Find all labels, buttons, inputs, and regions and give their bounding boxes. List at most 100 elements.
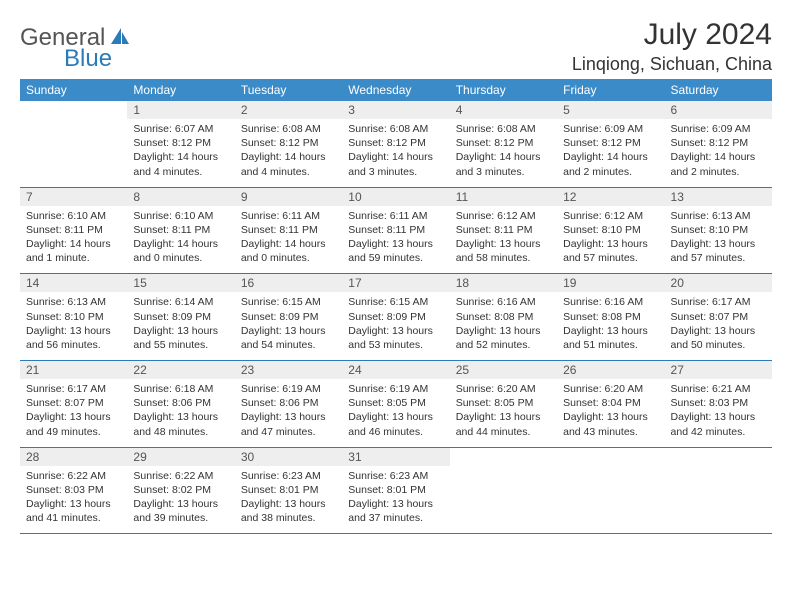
sunset-text: Sunset: 8:11 PM	[456, 223, 551, 237]
sunset-text: Sunset: 8:12 PM	[348, 136, 443, 150]
calendar-week-row: 14Sunrise: 6:13 AMSunset: 8:10 PMDayligh…	[20, 274, 772, 361]
day-number: 22	[127, 361, 234, 379]
calendar-cell: 28Sunrise: 6:22 AMSunset: 8:03 PMDayligh…	[20, 447, 127, 534]
sunset-text: Sunset: 8:11 PM	[348, 223, 443, 237]
day-number: 11	[450, 188, 557, 206]
sunset-text: Sunset: 8:01 PM	[241, 483, 336, 497]
day-number: 2	[235, 101, 342, 119]
day-number: 25	[450, 361, 557, 379]
calendar-body: 1Sunrise: 6:07 AMSunset: 8:12 PMDaylight…	[20, 101, 772, 534]
sunrise-text: Sunrise: 6:09 AM	[563, 122, 658, 136]
day-content: Sunrise: 6:17 AMSunset: 8:07 PMDaylight:…	[20, 379, 127, 447]
calendar-cell: 9Sunrise: 6:11 AMSunset: 8:11 PMDaylight…	[235, 187, 342, 274]
day-content: Sunrise: 6:19 AMSunset: 8:05 PMDaylight:…	[342, 379, 449, 447]
calendar-week-row: 28Sunrise: 6:22 AMSunset: 8:03 PMDayligh…	[20, 447, 772, 534]
calendar-cell: 27Sunrise: 6:21 AMSunset: 8:03 PMDayligh…	[665, 361, 772, 448]
sunset-text: Sunset: 8:07 PM	[671, 310, 766, 324]
day-content: Sunrise: 6:14 AMSunset: 8:09 PMDaylight:…	[127, 292, 234, 360]
brand-part2: Blue	[64, 45, 112, 73]
day-content: Sunrise: 6:13 AMSunset: 8:10 PMDaylight:…	[20, 292, 127, 360]
day-number: 5	[557, 101, 664, 119]
day-number: 18	[450, 274, 557, 292]
sunset-text: Sunset: 8:03 PM	[671, 396, 766, 410]
sunrise-text: Sunrise: 6:23 AM	[348, 469, 443, 483]
sunset-text: Sunset: 8:12 PM	[671, 136, 766, 150]
day-number: 28	[20, 448, 127, 466]
day-number: 8	[127, 188, 234, 206]
day-header: Monday	[127, 79, 234, 101]
sunrise-text: Sunrise: 6:14 AM	[133, 295, 228, 309]
calendar-cell: 21Sunrise: 6:17 AMSunset: 8:07 PMDayligh…	[20, 361, 127, 448]
sunrise-text: Sunrise: 6:12 AM	[456, 209, 551, 223]
daylight-text: Daylight: 13 hours and 56 minutes.	[26, 324, 121, 352]
day-content: Sunrise: 6:23 AMSunset: 8:01 PMDaylight:…	[235, 466, 342, 534]
calendar-cell: 26Sunrise: 6:20 AMSunset: 8:04 PMDayligh…	[557, 361, 664, 448]
day-content: Sunrise: 6:10 AMSunset: 8:11 PMDaylight:…	[20, 206, 127, 274]
day-content: Sunrise: 6:17 AMSunset: 8:07 PMDaylight:…	[665, 292, 772, 360]
sunrise-text: Sunrise: 6:19 AM	[348, 382, 443, 396]
sunset-text: Sunset: 8:06 PM	[133, 396, 228, 410]
calendar-cell	[557, 447, 664, 534]
sunset-text: Sunset: 8:11 PM	[133, 223, 228, 237]
sunrise-text: Sunrise: 6:10 AM	[26, 209, 121, 223]
day-content: Sunrise: 6:09 AMSunset: 8:12 PMDaylight:…	[665, 119, 772, 187]
day-content: Sunrise: 6:08 AMSunset: 8:12 PMDaylight:…	[450, 119, 557, 187]
calendar-cell: 2Sunrise: 6:08 AMSunset: 8:12 PMDaylight…	[235, 101, 342, 187]
daylight-text: Daylight: 13 hours and 51 minutes.	[563, 324, 658, 352]
calendar-cell: 17Sunrise: 6:15 AMSunset: 8:09 PMDayligh…	[342, 274, 449, 361]
calendar-cell: 12Sunrise: 6:12 AMSunset: 8:10 PMDayligh…	[557, 187, 664, 274]
day-number: 23	[235, 361, 342, 379]
sunrise-text: Sunrise: 6:08 AM	[456, 122, 551, 136]
day-header: Wednesday	[342, 79, 449, 101]
sunset-text: Sunset: 8:08 PM	[563, 310, 658, 324]
daylight-text: Daylight: 13 hours and 46 minutes.	[348, 410, 443, 438]
sunset-text: Sunset: 8:12 PM	[456, 136, 551, 150]
day-content: Sunrise: 6:15 AMSunset: 8:09 PMDaylight:…	[342, 292, 449, 360]
calendar-cell: 23Sunrise: 6:19 AMSunset: 8:06 PMDayligh…	[235, 361, 342, 448]
day-number: 10	[342, 188, 449, 206]
day-number: 3	[342, 101, 449, 119]
day-number: 19	[557, 274, 664, 292]
daylight-text: Daylight: 13 hours and 57 minutes.	[563, 237, 658, 265]
daylight-text: Daylight: 14 hours and 2 minutes.	[671, 150, 766, 178]
calendar-cell: 13Sunrise: 6:13 AMSunset: 8:10 PMDayligh…	[665, 187, 772, 274]
sunset-text: Sunset: 8:10 PM	[671, 223, 766, 237]
day-header: Thursday	[450, 79, 557, 101]
day-number: 27	[665, 361, 772, 379]
sunset-text: Sunset: 8:11 PM	[241, 223, 336, 237]
day-content: Sunrise: 6:22 AMSunset: 8:02 PMDaylight:…	[127, 466, 234, 534]
calendar-cell: 24Sunrise: 6:19 AMSunset: 8:05 PMDayligh…	[342, 361, 449, 448]
sunrise-text: Sunrise: 6:07 AM	[133, 122, 228, 136]
day-content: Sunrise: 6:16 AMSunset: 8:08 PMDaylight:…	[557, 292, 664, 360]
day-header: Tuesday	[235, 79, 342, 101]
daylight-text: Daylight: 13 hours and 49 minutes.	[26, 410, 121, 438]
daylight-text: Daylight: 14 hours and 3 minutes.	[456, 150, 551, 178]
day-header: Friday	[557, 79, 664, 101]
daylight-text: Daylight: 14 hours and 4 minutes.	[241, 150, 336, 178]
daylight-text: Daylight: 13 hours and 43 minutes.	[563, 410, 658, 438]
daylight-text: Daylight: 13 hours and 48 minutes.	[133, 410, 228, 438]
daylight-text: Daylight: 14 hours and 0 minutes.	[133, 237, 228, 265]
daylight-text: Daylight: 13 hours and 39 minutes.	[133, 497, 228, 525]
calendar-cell: 19Sunrise: 6:16 AMSunset: 8:08 PMDayligh…	[557, 274, 664, 361]
calendar-table: SundayMondayTuesdayWednesdayThursdayFrid…	[20, 79, 772, 534]
daylight-text: Daylight: 14 hours and 4 minutes.	[133, 150, 228, 178]
calendar-cell: 11 Sunrise: 6:12 AMSunset: 8:11 PMDayligh…	[450, 187, 557, 274]
daylight-text: Daylight: 14 hours and 3 minutes.	[348, 150, 443, 178]
day-number: 30	[235, 448, 342, 466]
day-number: 14	[20, 274, 127, 292]
calendar-cell: 3Sunrise: 6:08 AMSunset: 8:12 PMDaylight…	[342, 101, 449, 187]
calendar-cell: 15Sunrise: 6:14 AMSunset: 8:09 PMDayligh…	[127, 274, 234, 361]
daylight-text: Daylight: 14 hours and 1 minute.	[26, 237, 121, 265]
calendar-cell: 18Sunrise: 6:16 AMSunset: 8:08 PMDayligh…	[450, 274, 557, 361]
day-content: Sunrise: 6:08 AMSunset: 8:12 PMDaylight:…	[235, 119, 342, 187]
calendar-cell: 30Sunrise: 6:23 AMSunset: 8:01 PMDayligh…	[235, 447, 342, 534]
day-number: 13	[665, 188, 772, 206]
calendar-cell	[665, 447, 772, 534]
daylight-text: Daylight: 13 hours and 47 minutes.	[241, 410, 336, 438]
sunset-text: Sunset: 8:10 PM	[26, 310, 121, 324]
daylight-text: Daylight: 13 hours and 58 minutes.	[456, 237, 551, 265]
sunset-text: Sunset: 8:12 PM	[133, 136, 228, 150]
sunset-text: Sunset: 8:10 PM	[563, 223, 658, 237]
sunrise-text: Sunrise: 6:16 AM	[456, 295, 551, 309]
